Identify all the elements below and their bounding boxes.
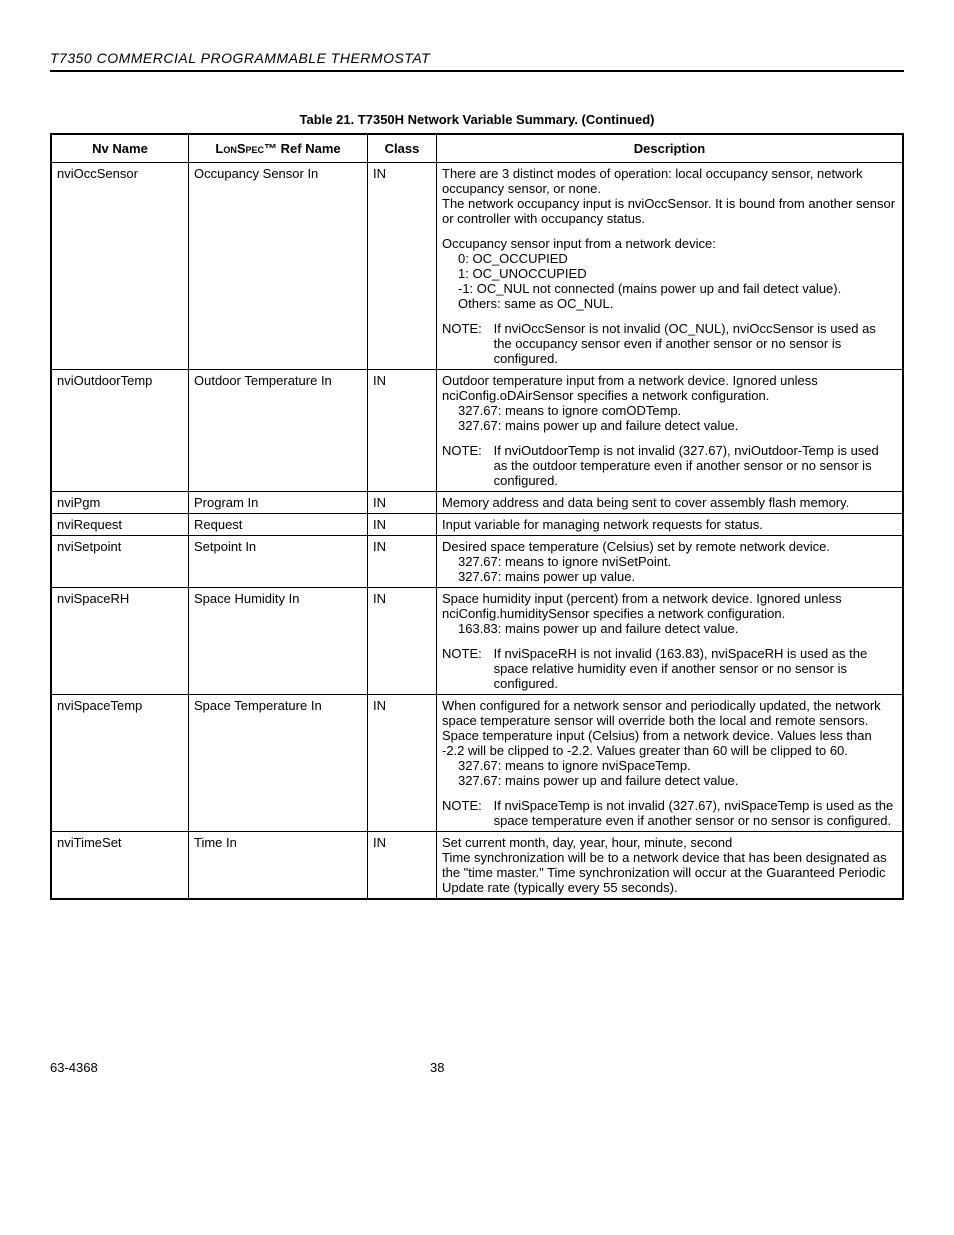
page-footer: 63-4368 38 — [50, 1060, 904, 1075]
nv-table: Nv Name LonSpec™ Ref Name Class Descript… — [50, 133, 904, 900]
nv-name: nviPgm — [51, 492, 189, 514]
class-val: IN — [368, 370, 437, 492]
col-nv-name: Nv Name — [51, 134, 189, 163]
ref-pre: Lon — [215, 141, 236, 156]
note-body: If nviOccSensor is not invalid (OC_NUL),… — [494, 321, 895, 366]
col-description: Description — [437, 134, 904, 163]
desc-line: Outdoor temperature input from a network… — [442, 373, 897, 403]
desc-line: The network occupancy input is nviOccSen… — [442, 196, 897, 226]
note-body: If nviOutdoorTemp is not invalid (327.67… — [494, 443, 895, 488]
ref-name: Setpoint In — [189, 536, 368, 588]
nv-name: nviSpaceTemp — [51, 695, 189, 832]
doc-number: 63-4368 — [50, 1060, 430, 1075]
class-val: IN — [368, 536, 437, 588]
note-label: NOTE: — [442, 321, 490, 336]
nv-name: nviOccSensor — [51, 163, 189, 370]
desc-line: Occupancy sensor input from a network de… — [442, 236, 897, 251]
nv-name: nviSpaceRH — [51, 588, 189, 695]
note: NOTE: If nviOutdoorTemp is not invalid (… — [442, 443, 897, 488]
note-body: If nviSpaceRH is not invalid (163.83), n… — [494, 646, 895, 691]
desc-indent: 327.67: mains power up and failure detec… — [458, 773, 897, 788]
class-val: IN — [368, 695, 437, 832]
nv-name: nviRequest — [51, 514, 189, 536]
desc-indent: 163.83: mains power up and failure detec… — [458, 621, 897, 636]
class-val: IN — [368, 588, 437, 695]
note-body: If nviSpaceTemp is not invalid (327.67),… — [494, 798, 895, 828]
table-row: nviPgm Program In IN Memory address and … — [51, 492, 903, 514]
nv-name: nviTimeSet — [51, 832, 189, 900]
class-val: IN — [368, 514, 437, 536]
desc-indent: 327.67: mains power up value. — [458, 569, 897, 584]
col-class: Class — [368, 134, 437, 163]
col-ref-name: LonSpec™ Ref Name — [189, 134, 368, 163]
note-label: NOTE: — [442, 443, 490, 458]
table-row: nviOutdoorTemp Outdoor Temperature In IN… — [51, 370, 903, 492]
description: Space humidity input (percent) from a ne… — [437, 588, 904, 695]
ref-post: ™ Ref Name — [264, 141, 341, 156]
page-number: 38 — [430, 1060, 444, 1075]
desc-indent: 327.67: mains power up and failure detec… — [458, 418, 897, 433]
ref-name: Outdoor Temperature In — [189, 370, 368, 492]
ref-name: Request — [189, 514, 368, 536]
desc-line: Memory address and data being sent to co… — [442, 495, 897, 510]
nv-name: nviOutdoorTemp — [51, 370, 189, 492]
class-val: IN — [368, 163, 437, 370]
description: Input variable for managing network requ… — [437, 514, 904, 536]
note-label: NOTE: — [442, 646, 490, 661]
description: Desired space temperature (Celsius) set … — [437, 536, 904, 588]
ref-name: Occupancy Sensor In — [189, 163, 368, 370]
ref-name: Program In — [189, 492, 368, 514]
desc-indent: 327.67: means to ignore comODTemp. — [458, 403, 897, 418]
class-val: IN — [368, 492, 437, 514]
desc-indent: 327.67: means to ignore nviSetPoint. — [458, 554, 897, 569]
page-header: T7350 COMMERCIAL PROGRAMMABLE THERMOSTAT — [50, 50, 904, 72]
table-row: nviOccSensor Occupancy Sensor In IN Ther… — [51, 163, 903, 370]
desc-indent: 327.67: means to ignore nviSpaceTemp. — [458, 758, 897, 773]
table-title: Table 21. T7350H Network Variable Summar… — [50, 112, 904, 127]
desc-line: Space humidity input (percent) from a ne… — [442, 591, 897, 621]
desc-line: Input variable for managing network requ… — [442, 517, 897, 532]
desc-indent: Others: same as OC_NUL. — [458, 296, 897, 311]
note-label: NOTE: — [442, 798, 490, 813]
desc-indent: 0: OC_OCCUPIED — [458, 251, 897, 266]
description: There are 3 distinct modes of operation:… — [437, 163, 904, 370]
table-row: nviTimeSet Time In IN Set current month,… — [51, 832, 903, 900]
table-row: nviSpaceTemp Space Temperature In IN Whe… — [51, 695, 903, 832]
ref-name: Space Humidity In — [189, 588, 368, 695]
table-row: nviSpaceRH Space Humidity In IN Space hu… — [51, 588, 903, 695]
ref-name: Time In — [189, 832, 368, 900]
desc-line: Space temperature input (Celsius) from a… — [442, 728, 897, 758]
nv-name: nviSetpoint — [51, 536, 189, 588]
desc-line: Set current month, day, year, hour, minu… — [442, 835, 897, 850]
table-row: nviSetpoint Setpoint In IN Desired space… — [51, 536, 903, 588]
desc-line: There are 3 distinct modes of operation:… — [442, 166, 897, 196]
description: Memory address and data being sent to co… — [437, 492, 904, 514]
table-row: nviRequest Request IN Input variable for… — [51, 514, 903, 536]
note: NOTE: If nviOccSensor is not invalid (OC… — [442, 321, 897, 366]
class-val: IN — [368, 832, 437, 900]
description: When configured for a network sensor and… — [437, 695, 904, 832]
note: NOTE: If nviSpaceTemp is not invalid (32… — [442, 798, 897, 828]
desc-line: Desired space temperature (Celsius) set … — [442, 539, 897, 554]
note: NOTE: If nviSpaceRH is not invalid (163.… — [442, 646, 897, 691]
description: Set current month, day, year, hour, minu… — [437, 832, 904, 900]
ref-name: Space Temperature In — [189, 695, 368, 832]
description: Outdoor temperature input from a network… — [437, 370, 904, 492]
ref-mid: Spec — [237, 141, 264, 156]
desc-line: Time synchronization will be to a networ… — [442, 850, 897, 895]
table-header-row: Nv Name LonSpec™ Ref Name Class Descript… — [51, 134, 903, 163]
desc-indent: -1: OC_NUL not connected (mains power up… — [458, 281, 897, 296]
desc-line: When configured for a network sensor and… — [442, 698, 897, 728]
desc-indent: 1: OC_UNOCCUPIED — [458, 266, 897, 281]
